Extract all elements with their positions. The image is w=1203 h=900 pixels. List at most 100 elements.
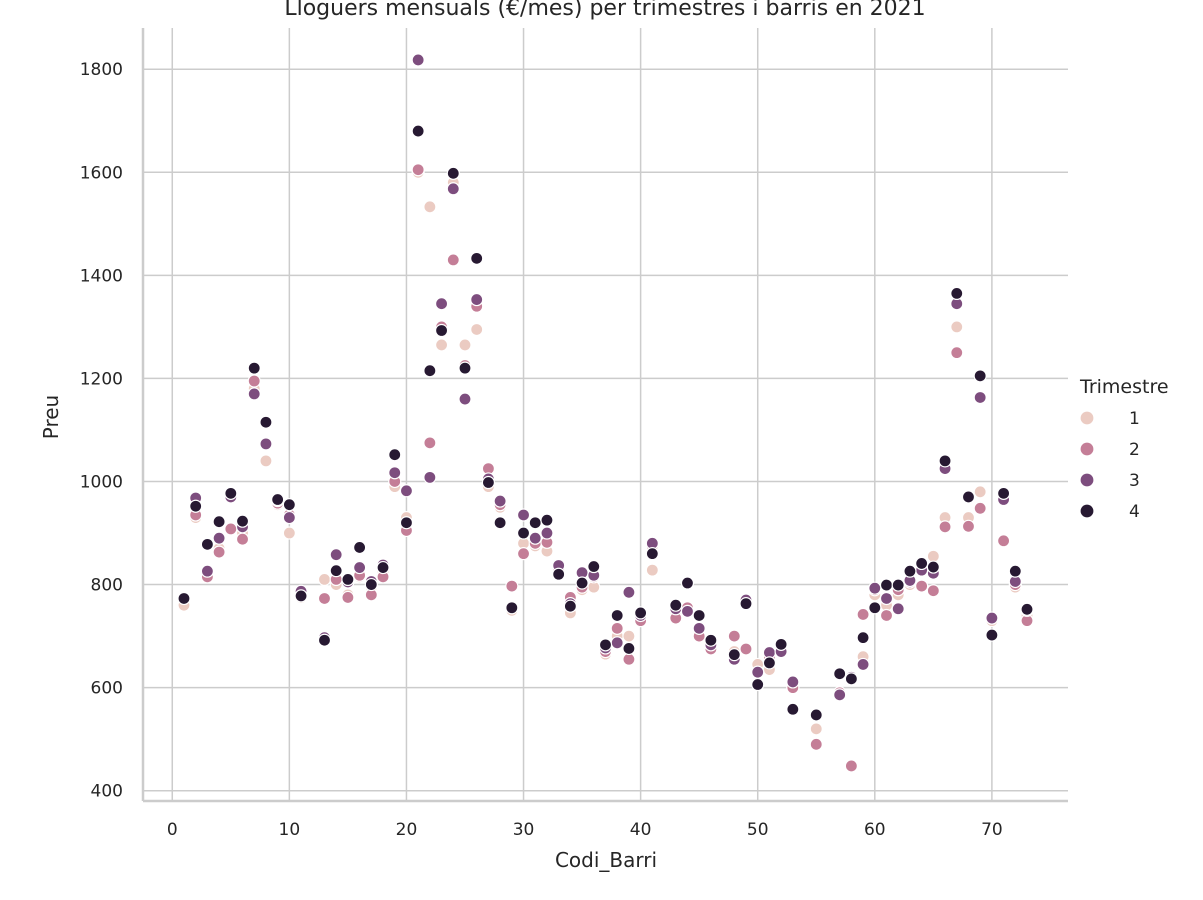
- data-point-trimestre-2: [809, 737, 823, 751]
- data-point-trimestre-3: [856, 657, 870, 672]
- data-point-trimestre-3: [610, 636, 624, 650]
- data-point-trimestre-4: [434, 323, 449, 338]
- data-point-trimestre-2: [622, 652, 636, 666]
- y-tick-label: 600: [91, 679, 123, 699]
- data-point-trimestre-4: [259, 415, 273, 429]
- data-point-trimestre-2: [235, 532, 250, 546]
- y-tick-label: 800: [91, 576, 123, 596]
- data-point-trimestre-2: [212, 545, 226, 559]
- data-point-trimestre-3: [446, 182, 460, 196]
- legend-marker: [1079, 410, 1095, 426]
- data-point-trimestre-4: [938, 454, 952, 468]
- data-point-trimestre-4: [235, 514, 250, 528]
- data-point-trimestre-4: [751, 677, 765, 692]
- data-point-trimestre-2: [247, 374, 261, 388]
- x-tick-label: 10: [279, 820, 301, 840]
- data-point-trimestre-4: [575, 576, 589, 590]
- data-point-trimestre-3: [540, 526, 554, 540]
- data-point-trimestre-4: [598, 638, 613, 652]
- legend-marker: [1079, 503, 1095, 519]
- y-tick-label: 1800: [80, 60, 123, 80]
- data-point-trimestre-4: [247, 361, 261, 375]
- data-point-trimestre-4: [961, 490, 976, 504]
- data-point-trimestre-3: [282, 510, 296, 525]
- data-point-trimestre-3: [516, 508, 531, 522]
- data-point-trimestre-2: [341, 590, 355, 605]
- data-point-trimestre-4: [552, 567, 566, 581]
- data-point-trimestre-3: [259, 437, 273, 451]
- data-point-trimestre-2: [961, 519, 976, 533]
- data-point-trimestre-4: [926, 560, 940, 574]
- data-point-trimestre-4: [997, 486, 1011, 500]
- data-point-trimestre-4: [329, 564, 343, 578]
- y-tick-label: 1600: [80, 163, 123, 183]
- data-point-trimestre-1: [458, 338, 472, 352]
- legend: Trimestre 1 2 3 4: [1079, 376, 1169, 522]
- data-point-trimestre-4: [282, 498, 296, 512]
- data-point-trimestre-3: [353, 560, 367, 575]
- data-point-trimestre-4: [727, 648, 741, 662]
- data-point-trimestre-4: [271, 492, 285, 507]
- data-point-trimestre-4: [1008, 564, 1022, 578]
- data-point-trimestre-3: [200, 564, 214, 578]
- data-point-trimestre-4: [891, 578, 905, 592]
- data-point-trimestre-4: [505, 601, 519, 615]
- y-tick-label: 1200: [80, 369, 123, 389]
- data-point-trimestre-1: [926, 549, 940, 563]
- y-axis-title: Preu: [39, 395, 63, 439]
- data-point-trimestre-1: [950, 320, 964, 334]
- x-tick-label: 20: [396, 820, 418, 840]
- data-point-trimestre-4: [622, 641, 636, 656]
- data-point-trimestre-4: [353, 540, 367, 555]
- data-point-trimestre-2: [879, 608, 894, 623]
- data-point-trimestre-4: [364, 577, 378, 592]
- data-point-trimestre-4: [669, 598, 683, 612]
- data-point-trimestre-2: [317, 591, 332, 606]
- y-tick-label: 400: [91, 782, 123, 802]
- x-tick-label: 70: [981, 820, 1003, 840]
- data-point-trimestre-3: [423, 470, 437, 484]
- data-point-trimestre-4: [692, 608, 706, 623]
- data-point-trimestre-3: [680, 604, 695, 618]
- data-point-trimestre-4: [844, 672, 858, 686]
- data-point-trimestre-4: [388, 448, 402, 462]
- data-point-trimestre-3: [622, 585, 636, 599]
- data-point-trimestre-4: [903, 564, 917, 578]
- data-point-trimestre-4: [470, 251, 484, 265]
- data-point-trimestre-4: [528, 516, 542, 530]
- data-point-trimestre-3: [786, 675, 800, 689]
- data-point-trimestre-2: [516, 547, 531, 561]
- data-point-trimestre-4: [833, 667, 847, 681]
- x-axis-title: Codi_Barri: [555, 848, 657, 872]
- y-tick-label: 1400: [80, 266, 123, 286]
- data-point-trimestre-4: [563, 599, 577, 613]
- data-point-trimestre-1: [973, 485, 987, 499]
- data-point-trimestre-4: [973, 369, 987, 383]
- data-point-trimestre-4: [950, 286, 964, 300]
- data-point-trimestre-4: [399, 516, 414, 530]
- data-point-trimestre-3: [985, 611, 999, 625]
- data-point-trimestre-4: [915, 556, 929, 571]
- data-point-trimestre-3: [470, 292, 484, 307]
- x-tick-label: 30: [513, 820, 535, 840]
- axes: [141, 28, 1068, 803]
- data-point-trimestre-4: [446, 166, 460, 180]
- data-point-trimestre-4: [212, 515, 226, 529]
- data-point-trimestre-4: [704, 633, 718, 647]
- data-point-trimestre-3: [329, 548, 343, 562]
- data-point-trimestre-2: [844, 759, 858, 773]
- data-point-trimestre-4: [516, 526, 531, 540]
- data-point-trimestre-4: [587, 559, 601, 574]
- chart-title: Lloguers mensuals (€/mes) per trimestres…: [284, 0, 925, 21]
- data-point-trimestre-2: [997, 534, 1011, 548]
- data-point-trimestre-3: [411, 53, 425, 67]
- legend-label: 1: [1129, 409, 1140, 429]
- data-point-trimestre-4: [189, 499, 203, 513]
- data-point-trimestre-2: [926, 584, 940, 598]
- legend-title: Trimestre: [1079, 376, 1169, 398]
- data-point-trimestre-2: [610, 621, 624, 635]
- x-tick-label: 50: [747, 820, 769, 840]
- data-points: [177, 53, 1034, 773]
- data-point-trimestre-4: [762, 656, 777, 670]
- data-point-trimestre-4: [610, 608, 624, 623]
